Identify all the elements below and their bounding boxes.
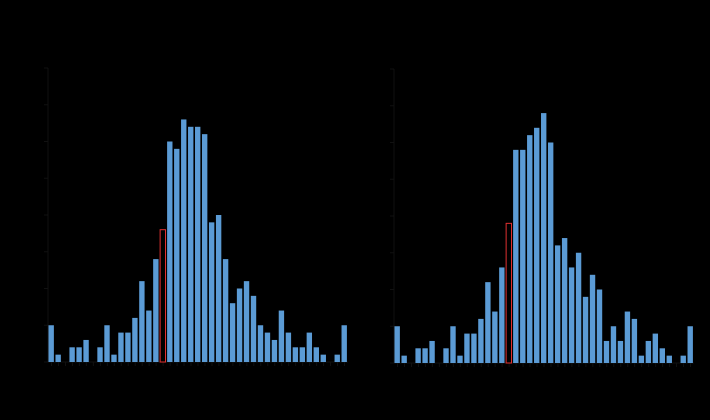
bar [132,317,138,362]
bar [513,149,519,363]
bar [313,347,319,362]
bar [499,267,505,363]
bar [104,325,110,362]
bar [415,348,421,363]
bar [624,311,631,363]
bar [243,281,250,362]
bar [306,332,313,362]
bar [153,259,159,362]
bar [111,354,117,362]
bar [55,354,61,362]
bar [610,326,617,363]
bar [464,333,470,363]
bar [520,149,526,363]
bar [568,267,575,363]
bar [334,354,340,362]
bar [48,325,54,362]
bar [680,355,686,363]
bar [341,325,347,362]
bar [222,259,229,362]
bar [278,310,285,362]
bar [118,332,124,362]
bar [401,355,407,363]
bar [181,119,187,362]
bar [201,134,208,362]
bar [257,325,264,362]
bar [687,326,693,363]
bar [631,318,638,363]
bar [188,126,194,362]
bar [292,347,299,362]
bar [450,326,456,363]
bar [195,126,201,362]
bar [236,288,243,362]
bar [575,252,582,363]
bar [645,340,652,363]
bar [589,274,596,363]
bar [271,339,278,362]
bar [659,348,665,363]
bar [76,347,82,362]
bar [229,303,236,362]
bar [299,347,306,362]
bar [139,281,145,362]
bar [561,238,568,363]
highlighted-bar [505,222,513,364]
bar [264,332,271,362]
bar [457,355,463,363]
bar [547,142,554,363]
bar [554,245,561,363]
bar [125,332,131,362]
bar [596,289,603,363]
bar [394,326,400,363]
bar [666,355,672,363]
bar [478,318,484,363]
bar [97,347,103,362]
bar [285,332,292,362]
bar [69,347,75,362]
bar [527,135,533,363]
bar [541,113,547,363]
bar [534,127,540,363]
bar [429,340,435,363]
bar [208,222,215,362]
bar [83,339,89,362]
bar [215,215,222,362]
bar [582,296,589,363]
bar [485,282,491,363]
bar [617,340,624,363]
bar [174,148,180,362]
bar [422,348,428,363]
bar [443,348,449,363]
highlighted-bar [159,229,167,363]
bar [250,295,257,362]
bar [167,141,173,362]
bar [652,333,659,363]
bar [603,340,610,363]
bar [638,355,645,363]
bar [492,311,498,363]
bar [471,333,477,363]
bar [320,354,326,362]
bar [146,310,152,362]
